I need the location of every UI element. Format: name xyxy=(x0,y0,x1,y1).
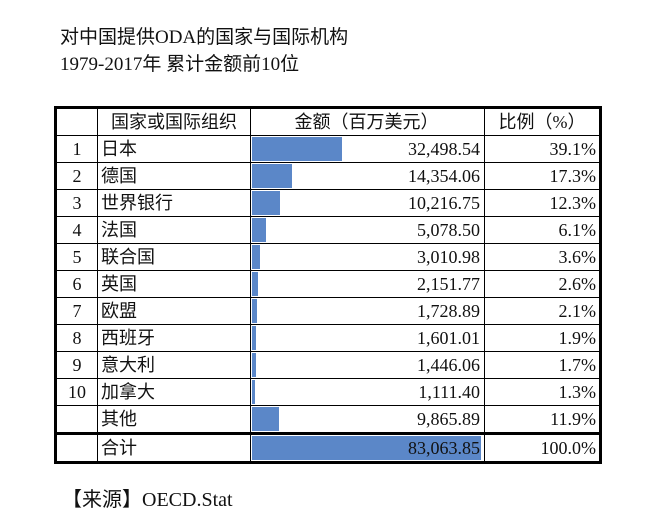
amount-value: 1,728.89 xyxy=(417,301,480,321)
data-bar xyxy=(252,272,258,296)
title-line-2: 1979-2017年 累计金额前10位 xyxy=(60,54,300,75)
name-cell: 英国 xyxy=(97,270,251,298)
rank-cell xyxy=(55,405,98,434)
share-cell: 17.3% xyxy=(484,162,601,190)
table-row: 2 德国 14,354.06 17.3% xyxy=(55,162,601,190)
amount-cell: 10,216.75 xyxy=(250,189,485,217)
source-note: 【来源】OECD.Stat xyxy=(62,489,233,511)
table-row: 10 加拿大 1,111.40 1.3% xyxy=(55,378,601,406)
share-cell: 100.0% xyxy=(484,432,601,463)
table-row: 5 联合国 3,010.98 3.6% xyxy=(55,243,601,271)
rank-cell: 9 xyxy=(55,351,98,379)
table-row: 3 世界银行 10,216.75 12.3% xyxy=(55,189,601,217)
amount-value: 1,446.06 xyxy=(417,355,480,375)
amount-value: 2,151.77 xyxy=(417,274,480,294)
amount-value: 10,216.75 xyxy=(408,193,480,213)
rank-cell: 7 xyxy=(55,297,98,325)
amount-cell: 2,151.77 xyxy=(250,270,485,298)
header-rank xyxy=(55,107,98,136)
name-cell: 联合国 xyxy=(97,243,251,271)
table-row: 1 日本 32,498.54 39.1% xyxy=(55,135,601,163)
data-bar xyxy=(252,299,257,323)
amount-value: 1,111.40 xyxy=(418,382,480,402)
rank-cell: 6 xyxy=(55,270,98,298)
share-cell: 2.1% xyxy=(484,297,601,325)
table-row: 6 英国 2,151.77 2.6% xyxy=(55,270,601,298)
amount-value: 5,078.50 xyxy=(417,220,480,240)
data-bar xyxy=(252,436,481,460)
share-cell: 11.9% xyxy=(484,405,601,434)
amount-cell: 83,063.85 xyxy=(250,432,485,463)
rank-cell: 1 xyxy=(55,135,98,163)
data-bar xyxy=(252,137,342,161)
name-cell: 日本 xyxy=(97,135,251,163)
oda-table: 国家或国际组织 金额（百万美元） 比例（%） 1 日本 32,498.54 39.1%… xyxy=(54,106,602,464)
name-cell: 合计 xyxy=(97,432,251,463)
amount-cell: 3,010.98 xyxy=(250,243,485,271)
share-cell: 1.3% xyxy=(484,378,601,406)
amount-value: 32,498.54 xyxy=(408,139,480,159)
header-share: 比例（%） xyxy=(484,107,601,136)
table-row: 其他 9,865.89 11.9% xyxy=(55,405,601,434)
name-cell: 世界银行 xyxy=(97,189,251,217)
amount-value: 3,010.98 xyxy=(417,247,480,267)
rank-cell: 10 xyxy=(55,378,98,406)
title-line-1: 对中国提供ODA的国家与国际机构 xyxy=(60,27,349,48)
amount-value: 9,865.89 xyxy=(417,409,480,429)
table-header-row: 国家或国际组织 金额（百万美元） 比例（%） xyxy=(55,107,601,136)
share-cell: 6.1% xyxy=(484,216,601,244)
amount-cell: 14,354.06 xyxy=(250,162,485,190)
name-cell: 其他 xyxy=(97,405,251,434)
table-row: 8 西班牙 1,601.01 1.9% xyxy=(55,324,601,352)
share-cell: 3.6% xyxy=(484,243,601,271)
data-bar xyxy=(252,245,261,269)
rank-cell: 4 xyxy=(55,216,98,244)
share-cell: 39.1% xyxy=(484,135,601,163)
table-row: 4 法国 5,078.50 6.1% xyxy=(55,216,601,244)
total-row: 合计 83,063.85 100.0% xyxy=(55,432,601,463)
data-bar xyxy=(252,191,281,215)
amount-cell: 1,728.89 xyxy=(250,297,485,325)
amount-value: 14,354.06 xyxy=(408,166,480,186)
amount-cell: 32,498.54 xyxy=(250,135,485,163)
rank-cell: 5 xyxy=(55,243,98,271)
name-cell: 西班牙 xyxy=(97,324,251,352)
rank-cell: 8 xyxy=(55,324,98,352)
data-bar xyxy=(252,164,292,188)
name-cell: 德国 xyxy=(97,162,251,190)
table-row: 7 欧盟 1,728.89 2.1% xyxy=(55,297,601,325)
data-bar xyxy=(252,407,280,431)
amount-cell: 9,865.89 xyxy=(250,405,485,434)
rank-cell: 3 xyxy=(55,189,98,217)
amount-cell: 1,601.01 xyxy=(250,324,485,352)
data-bar xyxy=(252,353,256,377)
data-bar xyxy=(252,218,266,242)
amount-cell: 1,446.06 xyxy=(250,351,485,379)
share-cell: 1.9% xyxy=(484,324,601,352)
table-row: 9 意大利 1,446.06 1.7% xyxy=(55,351,601,379)
amount-cell: 5,078.50 xyxy=(250,216,485,244)
share-cell: 2.6% xyxy=(484,270,601,298)
header-amount: 金额（百万美元） xyxy=(250,107,485,136)
amount-value: 83,063.85 xyxy=(408,438,480,458)
share-cell: 12.3% xyxy=(484,189,601,217)
data-bar xyxy=(252,326,257,350)
rank-cell: 2 xyxy=(55,162,98,190)
header-name: 国家或国际组织 xyxy=(97,107,251,136)
share-cell: 1.7% xyxy=(484,351,601,379)
name-cell: 法国 xyxy=(97,216,251,244)
name-cell: 意大利 xyxy=(97,351,251,379)
amount-cell: 1,111.40 xyxy=(250,378,485,406)
amount-value: 1,601.01 xyxy=(417,328,480,348)
data-bar xyxy=(252,380,256,404)
rank-cell xyxy=(55,432,98,463)
name-cell: 欧盟 xyxy=(97,297,251,325)
name-cell: 加拿大 xyxy=(97,378,251,406)
